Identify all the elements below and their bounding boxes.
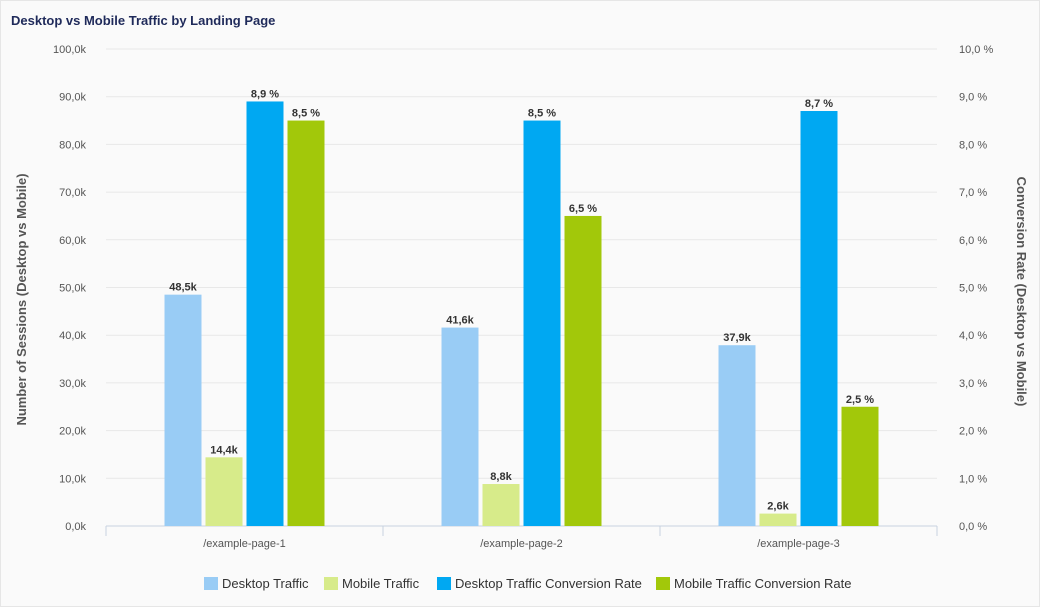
x-tick-label: /example-page-2 [480, 538, 563, 550]
data-label: 41,6k [446, 315, 474, 327]
y-right-tick-label: 8,0 % [959, 139, 987, 151]
bars [164, 101, 879, 527]
x-tick-label: /example-page-1 [203, 538, 286, 550]
y-left-tick-label: 60,0k [59, 235, 86, 247]
bar[interactable] [800, 111, 838, 526]
y-left-tick-label: 20,0k [59, 426, 86, 438]
bar[interactable] [287, 120, 325, 527]
data-label: 8,8k [490, 471, 512, 483]
y-left-tick-label: 50,0k [59, 283, 86, 295]
y-left-tick-label: 70,0k [59, 187, 86, 199]
data-label: 14,4k [210, 444, 238, 456]
bar[interactable] [441, 327, 479, 526]
bar[interactable] [523, 120, 561, 527]
legend-label: Mobile Traffic [342, 576, 420, 591]
y-right-tick-label: 6,0 % [959, 235, 987, 247]
data-labels: 48,5k 14,4k 8,9 % 8,5 % 41,6k 8,8k 8,5 % 6,5 % 3… [169, 88, 874, 512]
y-left-tick-label: 10,0k [59, 473, 86, 485]
legend-label: Mobile Traffic Conversion Rate [674, 576, 852, 591]
legend-item[interactable]: Desktop Traffic [204, 576, 309, 591]
x-tick-label: /example-page-3 [757, 538, 840, 550]
legend-swatch [204, 577, 218, 590]
data-label: 2,6k [767, 501, 789, 513]
y-right-tick-label: 3,0 % [959, 378, 987, 390]
y-axis-left-title: Number of Sessions (Desktop vs Mobile) [14, 173, 29, 425]
legend-swatch [324, 577, 338, 590]
y-right-tick-label: 4,0 % [959, 330, 987, 342]
data-label: 8,5 % [528, 108, 556, 120]
legend-item[interactable]: Mobile Traffic [324, 576, 420, 591]
y-right-tick-label: 1,0 % [959, 473, 987, 485]
y-right-tick-label: 9,0 % [959, 92, 987, 104]
legend[interactable]: Desktop Traffic Mobile Traffic Desktop Tra… [204, 576, 852, 591]
y-left-tick-label: 90,0k [59, 92, 86, 104]
data-label: 2,5 % [846, 394, 874, 406]
y-left-tick-label: 0,0k [65, 521, 86, 533]
bar[interactable] [718, 345, 756, 526]
bar[interactable] [482, 484, 520, 526]
data-label: 8,9 % [251, 88, 279, 100]
legend-swatch [437, 577, 451, 590]
y-left-tick-label: 80,0k [59, 139, 86, 151]
y-axis-right-title: Conversion Rate (Desktop vs Mobile) [1014, 177, 1029, 407]
y-left-tick-label: 40,0k [59, 330, 86, 342]
bar[interactable] [564, 215, 602, 526]
legend-item[interactable]: Desktop Traffic Conversion Rate [437, 576, 642, 591]
legend-swatch [656, 577, 670, 590]
data-label: 37,9k [723, 332, 751, 344]
bar[interactable] [759, 513, 797, 526]
data-label: 6,5 % [569, 203, 597, 215]
y-right-tick-label: 0,0 % [959, 521, 987, 533]
y-right-tick-label: 10,0 % [959, 44, 993, 56]
bar[interactable] [164, 294, 202, 526]
chart-title: Desktop vs Mobile Traffic by Landing Pag… [11, 13, 275, 28]
y-left-tick-label: 30,0k [59, 378, 86, 390]
bar[interactable] [246, 101, 284, 526]
y-right-tick-label: 5,0 % [959, 283, 987, 295]
y-right-tick-label: 2,0 % [959, 426, 987, 438]
legend-label: Desktop Traffic Conversion Rate [455, 576, 642, 591]
y-left-tick-label: 100,0k [53, 44, 87, 56]
bar[interactable] [205, 457, 243, 526]
data-label: 8,7 % [805, 98, 833, 110]
y-right-tick-label: 7,0 % [959, 187, 987, 199]
axes: 0,0k 10,0k 20,0k 30,0k 40,0k 50,0k 60,0k 70,0k 8… [53, 44, 993, 550]
bar[interactable] [841, 406, 879, 526]
legend-label: Desktop Traffic [222, 576, 309, 591]
data-label: 8,5 % [292, 108, 320, 120]
grid-lines [106, 48, 937, 479]
legend-item[interactable]: Mobile Traffic Conversion Rate [656, 576, 852, 591]
data-label: 48,5k [169, 282, 197, 294]
